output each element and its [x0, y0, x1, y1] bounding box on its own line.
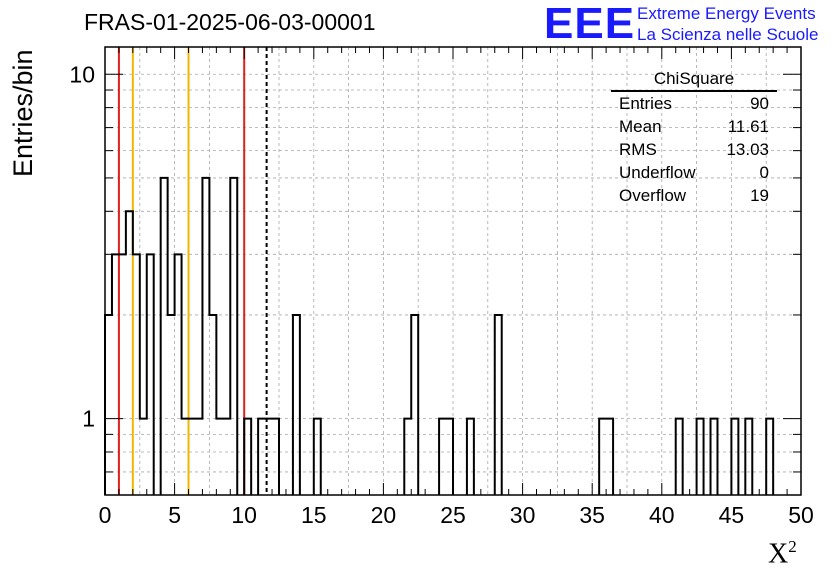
histogram-bin: [293, 315, 300, 495]
histogram-bin: [140, 419, 147, 495]
x-tick-label: 0: [99, 502, 112, 528]
x-tick-label: 20: [371, 502, 397, 528]
stats-row-underflow: Underflow 0: [611, 161, 777, 184]
histogram-bin: [133, 254, 140, 495]
chart-title: FRAS-01-2025-06-03-00001: [84, 9, 376, 35]
stats-value: 13.03: [726, 140, 769, 159]
histogram-bin: [495, 315, 502, 495]
histogram-bin: [105, 315, 112, 495]
histogram-bin: [265, 419, 272, 495]
histogram-bin: [314, 419, 321, 495]
stats-row-rms: RMS 13.03: [611, 138, 777, 161]
x-tick-label: 30: [510, 502, 536, 528]
histogram-bin: [112, 254, 119, 495]
histogram-bin: [244, 419, 251, 495]
histogram-bin: [223, 419, 230, 495]
y-tick-label: 10: [69, 61, 95, 87]
histogram-bin: [404, 419, 411, 495]
stats-key: RMS: [619, 140, 657, 159]
stats-row-overflow: Overflow 19: [611, 184, 777, 207]
stats-value: 19: [750, 186, 769, 205]
x-axis-label: X2: [768, 537, 797, 570]
histogram-bin: [411, 315, 418, 495]
histogram-bin: [258, 419, 265, 495]
histogram-bin: [676, 419, 683, 495]
stats-value: 90: [750, 94, 769, 113]
stats-value: 11.61: [727, 117, 769, 136]
histogram-bin: [126, 211, 133, 495]
histogram-bin: [209, 315, 216, 495]
y-axis-label: Entries/bin: [8, 49, 38, 177]
x-tick-label: 5: [168, 502, 181, 528]
stats-box: ChiSquare Entries 90 Mean 11.61 RMS 13.0…: [611, 68, 777, 207]
histogram-bin: [216, 419, 223, 495]
eee-logo: EEE: [544, 0, 636, 48]
stats-row-mean: Mean 11.61: [611, 115, 777, 138]
histogram-bin: [230, 178, 237, 495]
histogram-bin: [766, 419, 773, 495]
x-tick-label: 10: [231, 502, 257, 528]
stats-key: Overflow: [619, 186, 687, 205]
x-tick-label: 45: [719, 502, 745, 528]
histogram-bin: [272, 419, 279, 495]
histogram-bin: [175, 254, 182, 495]
x-tick-label: 25: [440, 502, 466, 528]
x-tick-label: 15: [301, 502, 327, 528]
histogram-bin: [147, 254, 154, 495]
histogram-bin: [202, 178, 209, 495]
histogram-bin: [119, 254, 126, 495]
logo-subtitle-line1: Extreme Energy Events: [637, 4, 816, 23]
y-tick-label: 1: [82, 406, 95, 432]
histogram-bin: [168, 315, 175, 495]
stats-title: ChiSquare: [611, 68, 777, 92]
x-tick-label: 35: [579, 502, 605, 528]
stats-value: 0: [759, 163, 769, 182]
x-tick-label: 50: [788, 502, 814, 528]
histogram-bin: [189, 419, 196, 495]
stats-key: Underflow: [619, 163, 696, 182]
histogram-bin: [599, 419, 606, 495]
histogram-bin: [606, 419, 613, 495]
histogram-bin: [731, 419, 738, 495]
x-tick-label: 40: [649, 502, 675, 528]
histogram-bin: [195, 419, 202, 495]
logo-subtitle-line2: La Scienza nelle Scuole: [637, 25, 819, 44]
stats-key: Mean: [619, 117, 662, 136]
histogram-bin: [446, 419, 453, 495]
stats-key: Entries: [619, 94, 672, 113]
histogram-bin: [161, 178, 168, 495]
histogram-bin: [711, 419, 718, 495]
histogram-bin: [439, 419, 446, 495]
histogram-bin: [745, 419, 752, 495]
histogram-bin: [182, 419, 189, 495]
histogram-bin: [467, 419, 474, 495]
histogram-bin: [697, 419, 704, 495]
stats-row-entries: Entries 90: [611, 92, 777, 115]
histogram-outline: [104, 176, 775, 495]
